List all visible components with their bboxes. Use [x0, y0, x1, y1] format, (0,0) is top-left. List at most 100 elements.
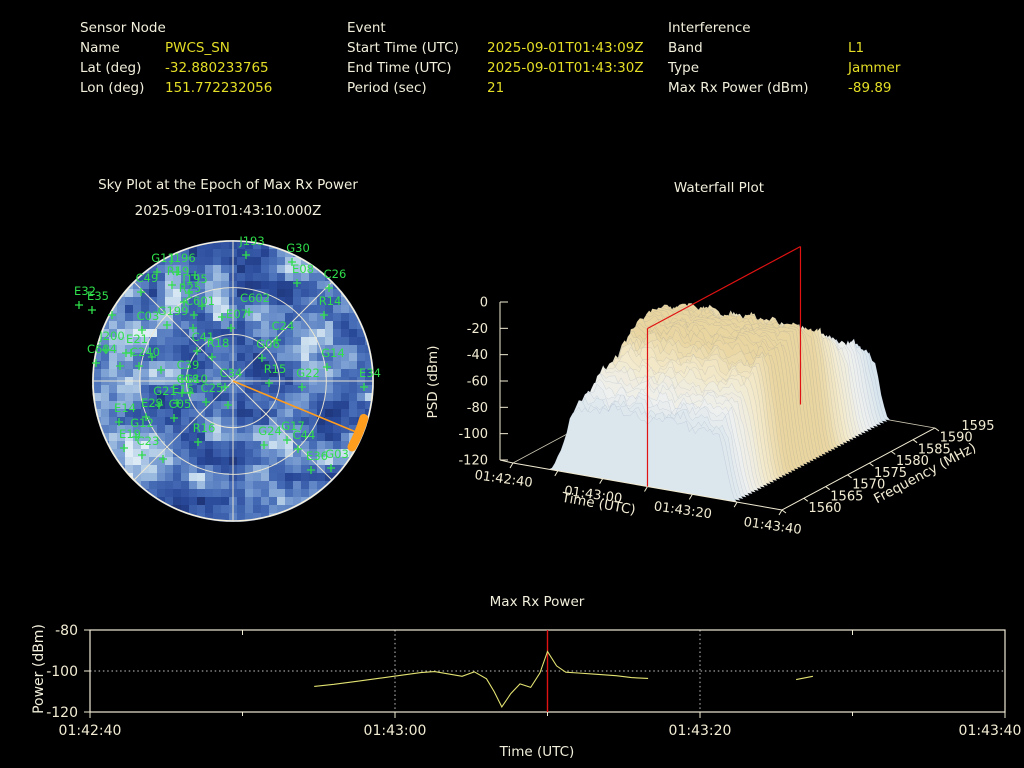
- skyplot-title: Sky Plot at the Epoch of Max Rx Power 20…: [52, 172, 404, 224]
- svg-text:C05: C05: [169, 397, 192, 411]
- svg-text:R16: R16: [193, 421, 216, 435]
- field-label: Period (sec): [347, 80, 427, 96]
- sensor-lon-row: Lon (deg) 151.772232056: [80, 80, 272, 100]
- sensor-name-row: Name PWCS_SN: [80, 40, 272, 60]
- event-start-row: Start Time (UTC) 2025-09-01T01:43:09Z: [347, 40, 644, 60]
- svg-text:G06: G06: [256, 337, 280, 351]
- waterfall-chart: 0 -20 -40 -60 -80 -100 -120 PSD (dBm) 01:42:40 01…: [425, 245, 995, 538]
- svg-text:-20: -20: [467, 322, 488, 337]
- sensor-node-title: Sensor Node: [80, 20, 166, 36]
- svg-text:1580: 1580: [896, 454, 929, 469]
- svg-text:-80: -80: [55, 623, 78, 639]
- svg-text:-120: -120: [458, 453, 488, 468]
- svg-text:G21: G21: [153, 384, 177, 398]
- svg-text:-40: -40: [467, 348, 488, 363]
- svg-text:R15: R15: [264, 362, 287, 376]
- field-label: End Time (UTC): [347, 60, 452, 76]
- field-label: Band: [668, 40, 703, 56]
- svg-text:C240: C240: [130, 345, 160, 359]
- svg-text:C601: C601: [185, 294, 215, 308]
- svg-text:E35: E35: [87, 289, 109, 303]
- svg-text:R18: R18: [207, 336, 230, 350]
- svg-text:01:43:20: 01:43:20: [653, 499, 713, 522]
- svg-text:R25: R25: [179, 281, 202, 295]
- field-value: 2025-09-01T01:43:09Z: [487, 40, 644, 56]
- field-label: Start Time (UTC): [347, 40, 459, 56]
- svg-text:E34: E34: [359, 366, 381, 380]
- svg-text:C44: C44: [293, 428, 316, 442]
- svg-text:-60: -60: [467, 374, 488, 389]
- svg-text:G22: G22: [296, 366, 320, 380]
- svg-text:C602: C602: [240, 291, 270, 305]
- field-value: 21: [487, 80, 505, 96]
- interference-band-row: Band L1: [668, 40, 900, 60]
- interference-panel: Interference Band L1 Type Jammer Max Rx …: [668, 20, 900, 100]
- svg-text:1590: 1590: [940, 431, 973, 446]
- svg-text:C03: C03: [137, 309, 160, 323]
- field-value: 151.772232056: [165, 80, 273, 96]
- svg-text:C18: C18: [177, 372, 200, 386]
- field-label: Lon (deg): [80, 80, 145, 96]
- time-axis-label: Time (UTC): [499, 744, 575, 760]
- event-panel: Event Start Time (UTC) 2025-09-01T01:43:…: [347, 20, 644, 100]
- svg-text:-100: -100: [46, 664, 78, 680]
- svg-text:01:43:20: 01:43:20: [669, 723, 732, 739]
- svg-text:01:42:40: 01:42:40: [474, 468, 534, 491]
- svg-text:0: 0: [480, 296, 488, 311]
- interference-type-row: Type Jammer: [668, 60, 900, 80]
- svg-text:PSD (dBm): PSD (dBm): [425, 346, 441, 419]
- svg-text:1560: 1560: [808, 501, 841, 516]
- svg-text:R19: R19: [167, 264, 190, 278]
- svg-text:01:43:40: 01:43:40: [743, 515, 803, 538]
- svg-text:E36: E36: [306, 449, 328, 463]
- sensor-lat-row: Lat (deg) -32.880233765: [80, 60, 272, 80]
- event-end-row: End Time (UTC) 2025-09-01T01:43:30Z: [347, 60, 644, 80]
- svg-text:-80: -80: [467, 401, 488, 416]
- svg-text:R14: R14: [319, 294, 342, 308]
- svg-text:C41: C41: [192, 330, 215, 344]
- svg-text:E07: E07: [226, 307, 248, 321]
- svg-text:1595: 1595: [961, 419, 994, 434]
- max-rx-power-title: Max Rx Power: [489, 594, 585, 610]
- svg-text:J196: J196: [169, 251, 195, 265]
- svg-text:1575: 1575: [874, 466, 907, 481]
- svg-text:-120: -120: [46, 705, 78, 721]
- event-title: Event: [347, 20, 386, 36]
- field-label: Max Rx Power (dBm): [668, 80, 809, 96]
- field-label: Lat (deg): [80, 60, 142, 76]
- svg-text:J195: J195: [181, 272, 207, 286]
- svg-text:E32: E32: [74, 284, 96, 298]
- sensor-node-panel: Sensor Node Name PWCS_SN Lat (deg) -32.8…: [80, 20, 272, 100]
- svg-text:-100: -100: [458, 427, 488, 442]
- field-label: Type: [668, 60, 700, 76]
- field-label: Name: [80, 40, 120, 56]
- svg-text:C24: C24: [272, 319, 295, 333]
- svg-text:01:43:00: 01:43:00: [364, 723, 427, 739]
- svg-text:G17: G17: [281, 419, 305, 433]
- svg-text:J200: J200: [98, 329, 124, 343]
- svg-text:E14: E14: [114, 401, 136, 415]
- svg-text:G30: G30: [286, 241, 310, 255]
- svg-text:E21: E21: [126, 332, 148, 346]
- svg-text:C26: C26: [324, 267, 347, 281]
- field-value: L1: [848, 40, 865, 56]
- svg-text:01:42:40: 01:42:40: [59, 723, 122, 739]
- field-value: Jammer: [848, 60, 901, 76]
- svg-text:G24: G24: [258, 424, 282, 438]
- svg-text:G14: G14: [321, 346, 345, 360]
- field-value: -89.89: [848, 80, 892, 96]
- svg-text:C604: C604: [87, 342, 117, 356]
- svg-text:E19: E19: [119, 427, 141, 441]
- svg-text:G199: G199: [158, 304, 189, 318]
- skyplot-title-line1: Sky Plot at the Epoch of Max Rx Power: [98, 177, 358, 193]
- svg-text:1585: 1585: [918, 442, 951, 457]
- svg-text:C34: C34: [220, 366, 243, 380]
- event-period-row: Period (sec) 21: [347, 80, 644, 100]
- interference-power-row: Max Rx Power (dBm) -89.89: [668, 80, 900, 100]
- svg-text:E15: E15: [172, 382, 194, 396]
- svg-text:G12: G12: [130, 416, 154, 430]
- max-rx-power-chart: 01:42:40 01:43:00 01:43:20 01:43:40 -80 -100 -…: [46, 623, 1021, 739]
- interference-title: Interference: [668, 20, 751, 36]
- svg-text:1565: 1565: [830, 489, 863, 504]
